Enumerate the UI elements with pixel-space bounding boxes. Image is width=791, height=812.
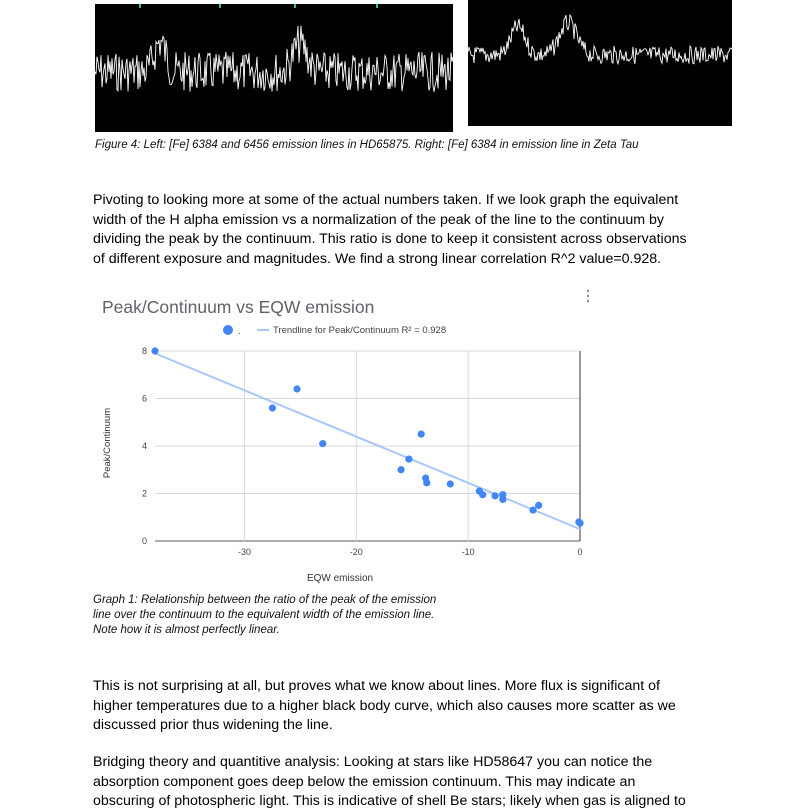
data-point (319, 440, 327, 448)
data-point (397, 466, 405, 474)
data-point (535, 501, 543, 509)
scatter-chart: Peak/Continuum vs EQW emission . Trendli… (95, 283, 605, 588)
x-tick-label: -20 (350, 547, 363, 557)
graph-1-caption: Graph 1: Relationship between the ratio … (93, 594, 437, 636)
data-point (479, 491, 487, 499)
chart-menu-icon[interactable] (586, 289, 590, 303)
spectrum-trace-right (468, 13, 732, 66)
spectrum-image-zeta-tau (468, 0, 732, 126)
data-point (423, 479, 431, 487)
data-point (576, 519, 584, 527)
data-point (499, 495, 507, 504)
data-point (405, 455, 413, 463)
data-point (293, 385, 301, 393)
paragraph-bridging-theory: Bridging theory and quantitive analysis:… (93, 754, 686, 809)
legend-series-label: . (238, 326, 241, 337)
trendline (154, 352, 581, 531)
legend-trendline-label: Trendline for Peak/Continuum R² = 0.928 (273, 325, 446, 336)
chart-title: Peak/Continuum vs EQW emission (102, 297, 374, 317)
y-tick-label: 0 (142, 536, 147, 546)
figure-4-caption: Figure 4: Left: [Fe] 6384 and 6456 emiss… (95, 139, 639, 151)
y-axis-label: Peak/Continuum (102, 408, 113, 478)
data-point (529, 506, 537, 514)
y-tick-label: 2 (142, 489, 147, 499)
data-point (417, 430, 425, 438)
data-point (268, 404, 277, 412)
y-tick-label: 8 (142, 346, 147, 356)
data-point (491, 492, 499, 500)
y-tick-label: 4 (142, 441, 147, 451)
x-tick-label: -30 (238, 547, 251, 557)
paragraph-equivalent-width: Pivoting to looking more at some of the … (93, 192, 687, 267)
y-tick-label: 6 (142, 394, 147, 404)
data-point (446, 480, 454, 488)
spectrum-trace-left (95, 25, 453, 93)
paragraph-flux: This is not surprising at all, but prove… (93, 678, 676, 733)
x-axis-label: EQW emission (307, 573, 373, 584)
x-tick-label: 0 (577, 547, 582, 557)
data-point (151, 347, 159, 355)
legend-series-marker (223, 325, 233, 335)
spectrum-image-hd65875 (95, 4, 453, 132)
x-tick-label: -10 (462, 547, 475, 557)
